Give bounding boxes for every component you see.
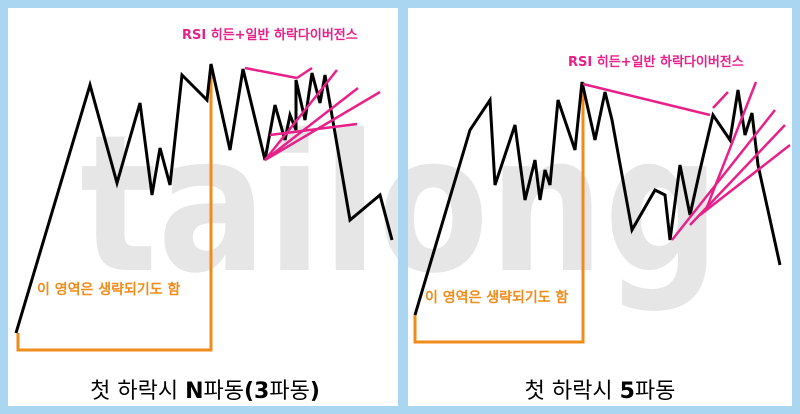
caption-part: ) [310,379,320,404]
divider [398,8,408,406]
caption-part: N [185,379,203,404]
panel-right [408,8,792,406]
caption-part: 파동 [203,379,243,404]
price-line [413,81,782,316]
caption-part: 파동 [635,379,675,404]
area-label: 이 영역은 생략되기도 함 [37,281,181,298]
divergence-lines [244,66,381,162]
divergence-label: RSI 히든+일반 하락다이버전스 [182,27,358,43]
skip-area-bracket [16,64,213,352]
divergence-label: RSI 히든+일반 하락다이버전스 [568,54,744,70]
caption: 첫 하락시 N파동(3파동) [90,379,320,404]
caption-part: 5 [620,379,635,404]
caption-part: (3 [244,379,269,404]
skip-area-bracket [413,82,585,344]
caption: 첫 하락시 5파동 [525,379,676,404]
area-label: 이 영역은 생략되기도 함 [425,289,569,306]
divergence-lines [582,81,791,241]
caption-part: 첫 하락시 [525,379,620,404]
caption-part: 첫 하락시 [90,379,185,404]
caption-part: 파동 [269,379,309,404]
